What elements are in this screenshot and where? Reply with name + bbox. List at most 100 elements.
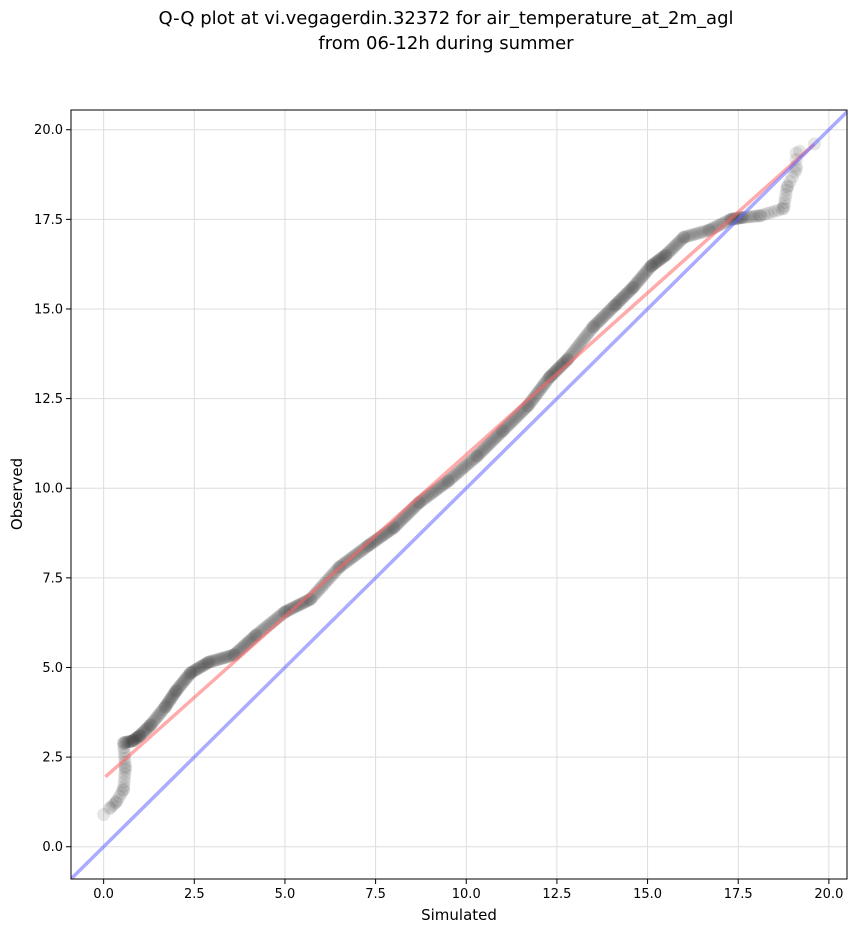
qq-point [172,680,186,694]
qq-point [467,452,481,466]
qq-point [182,668,196,682]
qq-point [648,256,662,270]
qq-point [211,652,225,666]
qq-point [297,595,311,609]
qq-point [484,435,498,449]
qq-point [282,603,296,617]
x-tick-label: 0.0 [93,887,114,902]
qq-point [493,426,507,440]
x-tick-label: 2.5 [184,887,205,902]
qq-point [624,283,638,297]
qq-point [714,217,728,231]
qq-point [659,248,673,262]
grid-lines [71,110,847,879]
qq-point [165,690,179,704]
qq-point [603,303,617,317]
qq-point [585,321,599,335]
qq-point [575,334,589,348]
qq-point [153,707,167,721]
qq-point [465,453,479,467]
qq-point [672,235,686,249]
qq-point [134,728,148,742]
qq-point [125,734,139,748]
qq-point [602,305,616,319]
qq-point [664,243,678,257]
qq-point [133,729,147,743]
qq-point [439,476,453,490]
y-tick-label: 10.0 [34,482,63,497]
qq-point [781,179,795,193]
qq-point [779,188,793,202]
qq-point [646,258,660,272]
fit-line [104,142,816,779]
qq-point [607,299,621,313]
qq-point [132,729,146,743]
qq-point [747,209,761,223]
qq-point [675,232,689,246]
qq-point [662,245,676,259]
qq-point [190,662,204,676]
qq-point [121,735,135,749]
qq-point [679,230,693,244]
x-axis-label: Simulated [421,906,497,924]
qq-point [485,434,499,448]
qq-point [215,651,229,665]
qq-point [159,699,173,713]
qq-point [443,472,457,486]
qq-point [645,259,659,273]
qq-point [142,720,156,734]
qq-point [611,295,625,309]
qq-point [208,653,222,667]
qq-point [205,654,219,668]
qq-point [597,310,611,324]
qq-point [459,458,473,472]
qq-point [128,732,142,746]
qq-point [193,661,207,675]
qq-point [768,204,782,218]
qq-point [315,580,329,594]
qq-point [160,697,174,711]
qq-point [663,244,677,258]
qq-point [639,265,653,279]
qq-point [131,730,145,744]
identity-line [71,110,847,879]
qq-point [526,392,540,406]
qq-point [606,301,620,315]
qq-point [213,652,227,666]
qq-point [176,675,190,689]
qq-point [158,700,172,714]
qq-point [440,475,454,489]
qq-point [204,655,218,669]
qq-point [604,302,618,316]
qq-point [357,542,371,556]
qq-point [528,389,542,403]
qq-point [641,263,655,277]
qq-point [695,225,709,239]
y-tick-label: 15.0 [34,302,63,317]
qq-point [754,208,768,222]
qq-point [751,209,765,223]
qq-point [464,454,478,468]
qq-point [599,307,613,321]
qq-point [184,666,198,680]
qq-point [589,317,603,331]
qq-point [144,718,158,732]
qq-point [545,368,559,382]
qq-point [191,661,205,675]
qq-point [169,684,183,698]
qq-point [486,433,500,447]
y-tick-label: 5.0 [42,661,63,676]
qq-point [110,793,124,807]
data-points [97,137,821,821]
qq-point [156,703,170,717]
qq-point [623,284,637,298]
qq-point [626,281,640,295]
qq-point [547,366,561,380]
qq-point [360,540,374,554]
qq-point [200,656,214,670]
qq-point [202,655,216,669]
qq-point [640,264,654,278]
qq-point [139,722,153,736]
qq-point [652,253,666,267]
qq-point [586,320,600,334]
